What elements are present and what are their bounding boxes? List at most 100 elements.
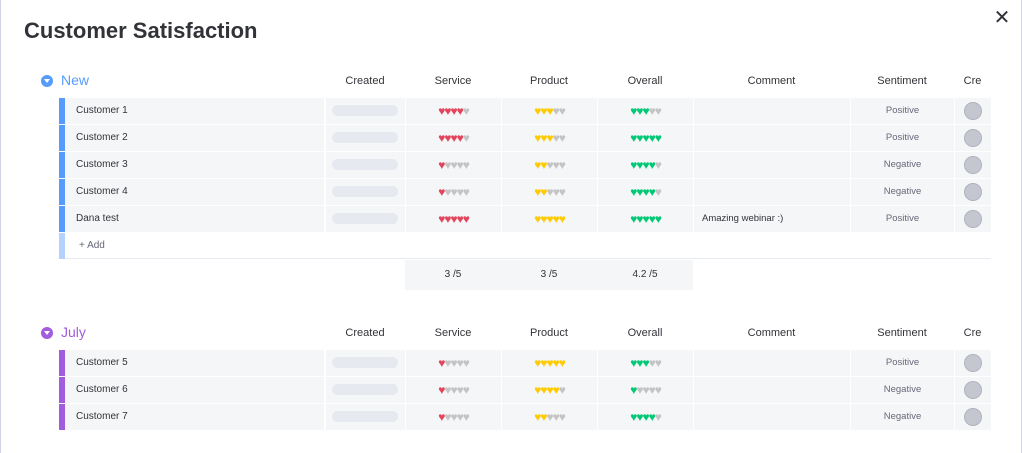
heart-icon[interactable]: ♥ <box>654 383 662 397</box>
heart-icon[interactable]: ♥ <box>654 212 662 226</box>
heart-icon[interactable]: ♥ <box>648 356 656 370</box>
column-header-service[interactable]: Service <box>434 327 472 339</box>
table-row[interactable]: Customer 6 ♥♥♥♥♥ ♥♥♥♥♥ ♥♥♥♥♥ Negative <box>59 377 991 403</box>
product-cell[interactable]: ♥♥♥♥♥ <box>501 206 597 232</box>
heart-icon[interactable]: ♥ <box>654 356 662 370</box>
creator-cell[interactable] <box>954 377 991 403</box>
heart-icon[interactable]: ♥ <box>462 212 470 226</box>
item-name[interactable]: Customer 2 <box>65 125 324 151</box>
table-row[interactable]: Customer 1 ♥♥♥♥♥ ♥♥♥♥♥ ♥♥♥♥♥ Positive <box>59 98 991 124</box>
heart-icon[interactable]: ♥ <box>462 158 470 172</box>
heart-icon[interactable]: ♥ <box>540 185 547 199</box>
heart-icon[interactable]: ♥ <box>546 356 553 370</box>
heart-icon[interactable]: ♥ <box>546 158 553 172</box>
created-cell[interactable] <box>325 350 405 376</box>
service-cell[interactable]: ♥♥♥♥♥ <box>405 350 501 376</box>
column-header-creator[interactable]: Cre <box>963 75 982 87</box>
column-header-comment[interactable]: Comment <box>747 327 796 339</box>
group-title[interactable]: New <box>61 72 90 88</box>
item-name[interactable]: Customer 6 <box>65 377 324 403</box>
product-cell[interactable]: ♥♥♥♥♥ <box>501 98 597 124</box>
heart-icon[interactable]: ♥ <box>534 356 541 370</box>
service-cell[interactable]: ♥♥♥♥♥ <box>405 125 501 151</box>
heart-icon[interactable]: ♥ <box>630 131 637 145</box>
heart-icon[interactable]: ♥ <box>654 185 662 199</box>
heart-icon[interactable]: ♥ <box>642 383 649 397</box>
comment-cell[interactable] <box>693 152 850 178</box>
comment-cell[interactable] <box>693 350 850 376</box>
product-cell[interactable]: ♥♥♥♥♥ <box>501 404 597 430</box>
creator-cell[interactable] <box>954 179 991 205</box>
heart-icon[interactable]: ♥ <box>558 185 566 199</box>
heart-icon[interactable]: ♥ <box>546 185 553 199</box>
heart-icon[interactable]: ♥ <box>636 185 643 199</box>
product-cell[interactable]: ♥♥♥♥♥ <box>501 377 597 403</box>
heart-icon[interactable]: ♥ <box>456 410 464 424</box>
product-cell[interactable]: ♥♥♥♥♥ <box>501 350 597 376</box>
item-name[interactable]: Customer 4 <box>65 179 324 205</box>
column-header-service[interactable]: Service <box>434 75 472 87</box>
column-header-creator[interactable]: Cre <box>963 327 982 339</box>
heart-icon[interactable]: ♥ <box>552 185 560 199</box>
service-cell[interactable]: ♥♥♥♥♥ <box>405 98 501 124</box>
heart-icon[interactable]: ♥ <box>648 158 656 172</box>
heart-icon[interactable]: ♥ <box>456 185 464 199</box>
item-name[interactable]: Customer 3 <box>65 152 324 178</box>
product-cell[interactable]: ♥♥♥♥♥ <box>501 179 597 205</box>
created-cell[interactable] <box>325 404 405 430</box>
heart-icon[interactable]: ♥ <box>462 104 470 118</box>
avatar[interactable] <box>964 156 982 174</box>
creator-cell[interactable] <box>954 152 991 178</box>
add-item-button[interactable]: + Add <box>79 240 105 251</box>
created-cell[interactable] <box>325 98 405 124</box>
overall-cell[interactable]: ♥♥♥♥♥ <box>597 152 693 178</box>
heart-icon[interactable]: ♥ <box>534 131 541 145</box>
heart-icon[interactable]: ♥ <box>552 104 560 118</box>
heart-icon[interactable]: ♥ <box>642 104 649 118</box>
heart-icon[interactable]: ♥ <box>456 104 464 118</box>
service-cell[interactable]: ♥♥♥♥♥ <box>405 152 501 178</box>
table-row[interactable]: Customer 5 ♥♥♥♥♥ ♥♥♥♥♥ ♥♥♥♥♥ Positive <box>59 350 991 376</box>
heart-icon[interactable]: ♥ <box>540 383 547 397</box>
avatar[interactable] <box>964 354 982 372</box>
overall-cell[interactable]: ♥♥♥♥♥ <box>597 206 693 232</box>
heart-icon[interactable]: ♥ <box>462 410 470 424</box>
heart-icon[interactable]: ♥ <box>534 212 541 226</box>
heart-icon[interactable]: ♥ <box>630 185 637 199</box>
created-cell[interactable] <box>325 152 405 178</box>
created-cell[interactable] <box>325 179 405 205</box>
heart-icon[interactable]: ♥ <box>456 356 464 370</box>
heart-icon[interactable]: ♥ <box>444 185 451 199</box>
heart-icon[interactable]: ♥ <box>654 131 662 145</box>
sentiment-cell[interactable]: Positive <box>850 125 954 151</box>
column-header-product[interactable]: Product <box>530 327 568 339</box>
product-cell[interactable]: ♥♥♥♥♥ <box>501 152 597 178</box>
product-cell[interactable]: ♥♥♥♥♥ <box>501 125 597 151</box>
heart-icon[interactable]: ♥ <box>648 104 656 118</box>
heart-icon[interactable]: ♥ <box>642 410 649 424</box>
heart-icon[interactable]: ♥ <box>462 185 470 199</box>
heart-icon[interactable]: ♥ <box>534 185 541 199</box>
heart-icon[interactable]: ♥ <box>438 212 445 226</box>
item-name[interactable]: Customer 5 <box>65 350 324 376</box>
overall-cell[interactable]: ♥♥♥♥♥ <box>597 125 693 151</box>
heart-icon[interactable]: ♥ <box>444 104 451 118</box>
heart-icon[interactable]: ♥ <box>444 158 451 172</box>
heart-icon[interactable]: ♥ <box>540 356 547 370</box>
heart-icon[interactable]: ♥ <box>540 131 547 145</box>
table-row[interactable]: Customer 4 ♥♥♥♥♥ ♥♥♥♥♥ ♥♥♥♥♥ Negative <box>59 179 991 205</box>
avatar[interactable] <box>964 129 982 147</box>
creator-cell[interactable] <box>954 125 991 151</box>
sentiment-cell[interactable]: Positive <box>850 98 954 124</box>
heart-icon[interactable]: ♥ <box>654 104 662 118</box>
table-row[interactable]: Dana test ♥♥♥♥♥ ♥♥♥♥♥ ♥♥♥♥♥ Amazing webinar … <box>59 206 991 232</box>
table-row[interactable]: Customer 2 ♥♥♥♥♥ ♥♥♥♥♥ ♥♥♥♥♥ Positive <box>59 125 991 151</box>
heart-icon[interactable]: ♥ <box>558 131 566 145</box>
item-name[interactable]: Dana test <box>65 206 324 232</box>
heart-icon[interactable]: ♥ <box>630 356 637 370</box>
avatar[interactable] <box>964 210 982 228</box>
heart-icon[interactable]: ♥ <box>558 410 566 424</box>
heart-icon[interactable]: ♥ <box>642 185 649 199</box>
creator-cell[interactable] <box>954 98 991 124</box>
service-cell[interactable]: ♥♥♥♥♥ <box>405 179 501 205</box>
